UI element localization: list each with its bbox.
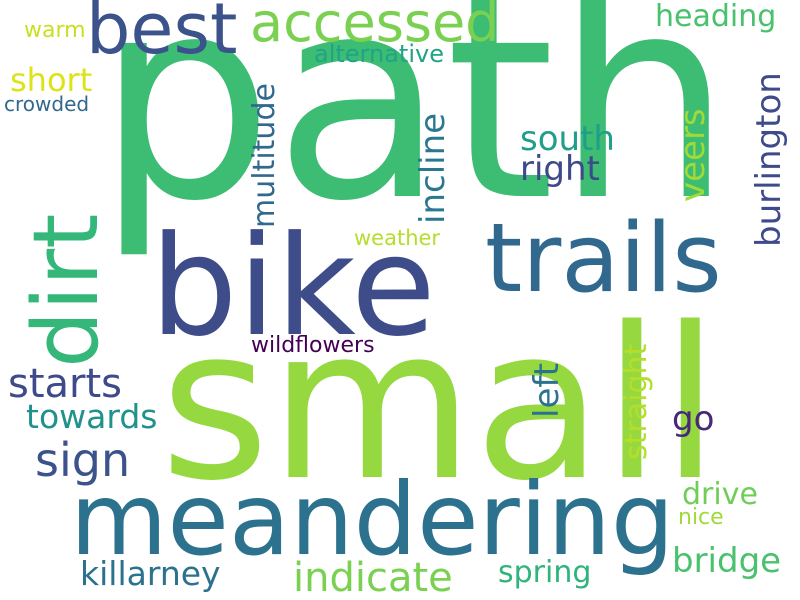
word-path: path [96, 0, 733, 263]
word-heading: heading [655, 0, 777, 34]
word-indicate: indicate [293, 555, 453, 600]
word-right: right [520, 149, 600, 189]
word-alternative: alternative [314, 40, 444, 68]
word-short: short [10, 61, 93, 99]
word-warm: warm [24, 18, 86, 43]
word-go: go [672, 399, 715, 439]
word-bike: bike [150, 206, 436, 367]
word-starts: starts [8, 361, 123, 407]
word-drive: drive [682, 477, 758, 512]
word-trails: trails [485, 204, 722, 314]
word-multitude: multitude [247, 83, 282, 228]
word-sign: sign [35, 433, 131, 487]
word-left: left [527, 362, 567, 418]
word-wildflowers: wildflowers [251, 333, 375, 358]
word-best: best [86, 0, 238, 70]
word-towards: towards [26, 397, 158, 436]
word-veers: veers [673, 108, 713, 202]
word-bridge: bridge [672, 541, 782, 581]
word-incline: incline [413, 112, 453, 224]
word-spring: spring [498, 555, 592, 590]
word-meandering: meandering [70, 461, 675, 578]
word-accessed: accessed [250, 0, 500, 54]
word-nice: nice [678, 505, 724, 530]
word-killarney: killarney [80, 554, 221, 593]
word-weather: weather [354, 226, 441, 250]
word-dirt: dirt [14, 213, 119, 368]
word-straight: straight [619, 343, 654, 460]
word-south: south [520, 119, 615, 159]
word-small: small [160, 282, 720, 527]
word-burlington: burlington [749, 72, 789, 247]
word-crowded: crowded [4, 92, 90, 116]
